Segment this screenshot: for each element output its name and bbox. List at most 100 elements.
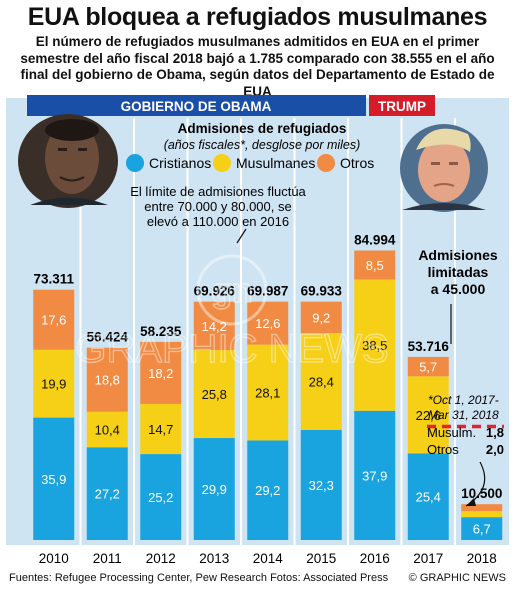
bar-label-2015-christians: 32,3: [309, 478, 334, 493]
note-muslims-label: Musulm.: [427, 425, 476, 440]
bar-label-2010-christians: 35,9: [41, 472, 66, 487]
bar-2017-christians: [407, 453, 449, 540]
bar-label-2011-christians: 27,2: [95, 487, 120, 502]
bar-2016-others: [354, 250, 396, 280]
bar-label-2011-others: 18,8: [95, 373, 120, 388]
bar-2016-muslims: [354, 279, 396, 411]
legend-title: Admisiones de refugiados: [178, 121, 347, 136]
note-others-label: Otros: [427, 442, 459, 457]
bar-total-2011: 56.424: [87, 330, 129, 345]
bar-2014-christians: [247, 440, 289, 540]
bar-label-2016-christians: 37,9: [362, 468, 387, 483]
bar-label-2013-christians: 29,9: [202, 482, 227, 497]
bar-2015-christians: [300, 429, 342, 540]
note-2018-line2: Mar 31, 2018: [428, 408, 499, 422]
bar-total-2017: 53.716: [408, 339, 450, 354]
bar-label-2010-others: 17,6: [41, 313, 66, 328]
obama-photo: [18, 114, 118, 208]
trump-banner: [369, 95, 435, 116]
legend-label-others: Otros: [340, 155, 374, 171]
bar-2012-others: [140, 341, 182, 404]
legend-label-christians: Cristianos: [149, 155, 211, 171]
year-label-2017: 2017: [413, 551, 443, 566]
cap-label-line2: limitadas: [428, 264, 489, 280]
page-title: EUA bloquea a refugiados musulmanes: [27, 3, 488, 31]
bar-2010-muslims: [33, 349, 75, 418]
limit-note-line1: El límite de admisiones fluctúa: [130, 184, 306, 199]
bar-2014-muslims: [247, 344, 289, 441]
year-axis: 2010 2011 2012 2013 2014 2015 2016 2017 2018: [6, 545, 509, 566]
year-label-2014: 2014: [253, 551, 284, 566]
bar-label-2013-muslims: 25,8: [202, 387, 227, 402]
svg-text:gn: gn: [211, 272, 253, 310]
bar-2010-others: [33, 289, 75, 350]
bar-total-2013: 69.926: [194, 284, 236, 299]
watermark-text: GRAPHIC NEWS: [75, 327, 388, 371]
bar-total-2015: 69.933: [301, 284, 343, 299]
bar-2018-others: [461, 504, 503, 512]
graphic-news-watermark: gn GRAPHIC NEWS: [75, 254, 389, 372]
year-label-2013: 2013: [199, 551, 229, 566]
bar-total-2018: 10.500: [461, 486, 502, 501]
bar-2011-muslims: [86, 411, 128, 448]
legend-swatch-muslims: [213, 154, 231, 172]
bar-2018-muslims: [461, 511, 503, 518]
bar-2015-others: [300, 301, 342, 334]
bar-total-2010: 73.311: [33, 272, 74, 287]
bar-label-2011-muslims: 10,4: [95, 423, 120, 438]
bar-2012-muslims: [140, 403, 182, 455]
bar-label-2016-muslims: 38,5: [362, 338, 387, 353]
bar-2012-christians: [140, 454, 182, 540]
bar-2016-christians: [354, 410, 396, 540]
legend-label-muslims: Musulmanes: [236, 155, 315, 171]
bar-label-2014-muslims: 28,1: [255, 386, 280, 401]
bar-label-2017-christians: 25,4: [416, 490, 441, 505]
bar-total-2016: 84.994: [354, 232, 396, 247]
bar-label-2017-muslims: 22,6: [416, 408, 441, 423]
note-others-value: 2,0: [486, 442, 504, 457]
bar-2011-others: [86, 347, 128, 412]
bar-total-2012: 58.235: [140, 324, 182, 339]
year-label-2011: 2011: [93, 551, 122, 566]
bar-label-2014-christians: 29,2: [255, 483, 280, 498]
legend-subtitle: (años fiscales*, desglose por miles): [164, 138, 361, 152]
bar-label-2015-muslims: 28,4: [309, 374, 334, 389]
trump-photo: [400, 124, 488, 212]
bar-label-2015-others: 9,2: [312, 310, 330, 325]
bar-2017-muslims: [407, 376, 449, 454]
obama-banner: [27, 95, 366, 116]
bar-2013-others: [193, 301, 235, 351]
bar-label-2014-others: 12,6: [255, 316, 280, 331]
bar-2015-muslims: [300, 333, 342, 430]
bar-2013-christians: [193, 438, 235, 540]
year-label-2012: 2012: [146, 551, 176, 566]
bar-2017-others: [407, 356, 449, 377]
bar-label-2016-others: 8,5: [366, 258, 384, 273]
year-label-2018: 2018: [467, 551, 497, 566]
bar-2013-muslims: [193, 350, 235, 439]
bar-label-2018-christians: 6,7: [473, 522, 491, 537]
bar-total-2014: 69.987: [247, 284, 288, 299]
page-subtitle: El número de refugiados musulmanes admit…: [20, 34, 495, 99]
bar-label-2012-christians: 25,2: [148, 490, 173, 505]
cap-label-line3: a 45.000: [431, 281, 486, 297]
year-label-2010: 2010: [39, 551, 69, 566]
bar-label-2017-others: 5,7: [419, 360, 437, 375]
bar-2018-christians: [461, 517, 503, 540]
bar-label-2012-others: 18,2: [148, 366, 173, 381]
bar-stacks: 35,9 19,9 17,6 73.311 27,2 10,4 18,8 56.424 25,2…: [33, 232, 502, 540]
cap-label-line1: Admisiones: [418, 247, 498, 263]
bar-2014-others: [247, 301, 289, 345]
note-2018-line1: *Oct 1, 2017-: [428, 393, 499, 407]
note-muslims-value: 1,8: [486, 425, 504, 440]
bar-label-2010-muslims: 19,9: [41, 377, 66, 392]
trump-banner-label: TRUMP: [378, 99, 426, 114]
year-label-2016: 2016: [360, 551, 390, 566]
year-label-2015: 2015: [306, 551, 336, 566]
bar-2011-christians: [86, 447, 128, 540]
bar-label-2013-others: 14,2: [202, 319, 227, 334]
bar-label-2012-muslims: 14,7: [148, 422, 173, 437]
bar-2010-christians: [33, 417, 75, 540]
